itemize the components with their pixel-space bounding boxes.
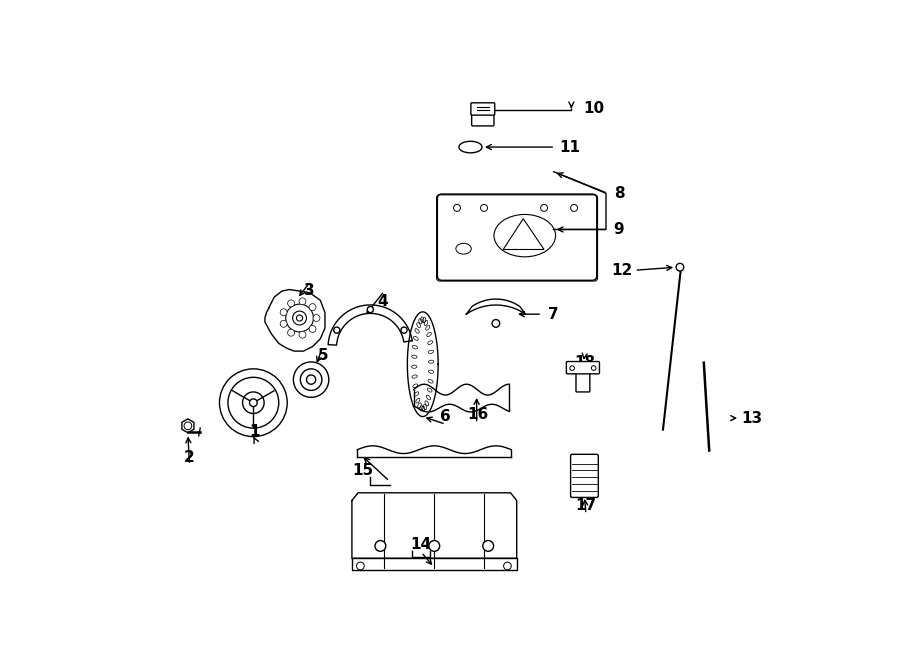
Polygon shape: [182, 419, 194, 433]
Circle shape: [313, 315, 320, 321]
Circle shape: [481, 204, 488, 212]
Circle shape: [570, 366, 574, 370]
Circle shape: [676, 263, 684, 271]
Text: 10: 10: [583, 101, 604, 116]
Circle shape: [288, 300, 294, 307]
Circle shape: [288, 329, 294, 336]
Circle shape: [454, 204, 461, 212]
Text: 4: 4: [377, 293, 388, 309]
Polygon shape: [466, 299, 526, 314]
Polygon shape: [328, 305, 412, 345]
Circle shape: [367, 307, 374, 313]
Circle shape: [280, 309, 287, 316]
Text: 15: 15: [352, 463, 374, 478]
Circle shape: [356, 562, 365, 570]
Polygon shape: [352, 493, 517, 559]
Circle shape: [334, 327, 340, 333]
Circle shape: [504, 562, 511, 570]
Circle shape: [280, 321, 287, 327]
Text: 7: 7: [548, 307, 559, 322]
Polygon shape: [408, 312, 438, 416]
Circle shape: [492, 319, 500, 327]
FancyBboxPatch shape: [576, 370, 590, 392]
Text: 6: 6: [440, 409, 451, 424]
Text: 9: 9: [614, 222, 625, 237]
Circle shape: [243, 392, 264, 414]
Circle shape: [184, 422, 192, 430]
Polygon shape: [265, 290, 325, 351]
Circle shape: [301, 369, 322, 391]
Circle shape: [293, 362, 328, 397]
Text: 2: 2: [184, 450, 194, 465]
Text: 11: 11: [560, 139, 580, 155]
Circle shape: [307, 375, 316, 384]
Text: 5: 5: [318, 348, 328, 364]
Text: 16: 16: [468, 407, 489, 422]
Circle shape: [400, 327, 407, 333]
Text: 14: 14: [410, 537, 432, 552]
Circle shape: [482, 541, 493, 551]
Circle shape: [571, 204, 578, 212]
Circle shape: [296, 315, 302, 321]
Circle shape: [292, 311, 307, 325]
Circle shape: [228, 377, 279, 428]
Circle shape: [429, 541, 440, 551]
Circle shape: [309, 325, 316, 332]
Circle shape: [541, 204, 547, 212]
Text: 12: 12: [612, 263, 633, 278]
Circle shape: [299, 331, 306, 338]
Circle shape: [375, 541, 386, 551]
Circle shape: [299, 298, 306, 305]
FancyBboxPatch shape: [472, 111, 494, 126]
Text: 1: 1: [249, 424, 260, 440]
FancyBboxPatch shape: [437, 194, 597, 280]
Ellipse shape: [459, 141, 482, 153]
Polygon shape: [352, 559, 517, 570]
Circle shape: [591, 366, 596, 370]
Text: 18: 18: [574, 355, 595, 370]
FancyBboxPatch shape: [571, 454, 598, 498]
Circle shape: [220, 369, 287, 437]
Ellipse shape: [494, 214, 555, 257]
Circle shape: [285, 304, 313, 332]
Ellipse shape: [456, 243, 472, 254]
FancyBboxPatch shape: [566, 362, 599, 374]
FancyBboxPatch shape: [471, 103, 495, 115]
Circle shape: [309, 303, 316, 311]
Text: 17: 17: [575, 498, 597, 513]
Text: 3: 3: [304, 283, 315, 298]
Circle shape: [249, 399, 257, 407]
Text: 8: 8: [614, 186, 625, 201]
Text: 13: 13: [742, 410, 762, 426]
